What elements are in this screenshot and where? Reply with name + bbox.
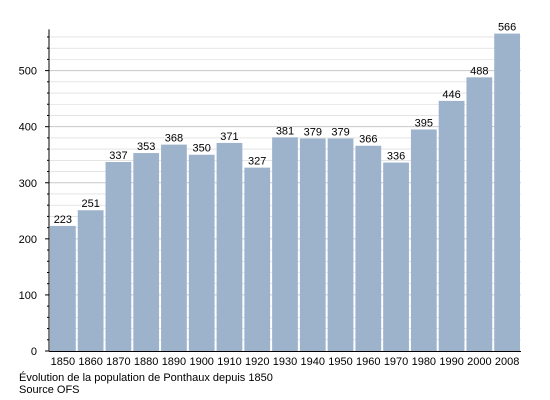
population-bar-chart: 223 251 337 353 368 350 371 327 381 379 379 366 336 3… (19, 22, 521, 368)
bar-1990 (438, 100, 465, 351)
y-tick-label-0: 0 (31, 346, 37, 358)
x-tick-label-1980: 1980 (412, 356, 436, 368)
value-label-1920: 327 (248, 156, 266, 168)
value-label-1980: 395 (415, 117, 433, 129)
x-tick-label-1880: 1880 (134, 356, 158, 368)
bar-1930 (272, 137, 298, 351)
value-label-1900: 350 (193, 143, 211, 155)
bar-2008 (494, 33, 520, 352)
y-tick-label-500: 500 (19, 66, 37, 78)
x-tick-label-1850: 1850 (51, 356, 75, 368)
bar-2000 (466, 77, 493, 352)
value-label-1850: 223 (54, 214, 72, 226)
bar-1860 (77, 210, 104, 351)
bar-1950 (327, 138, 354, 351)
value-label-1990: 446 (442, 89, 460, 101)
value-label-1950: 379 (331, 126, 349, 138)
y-tick-label-300: 300 (19, 178, 37, 190)
bar-1850 (50, 225, 76, 351)
value-label-2008: 566 (498, 22, 516, 34)
x-tick-label-1960: 1960 (356, 356, 380, 368)
bar-1870 (105, 162, 132, 351)
x-tick-label-1930: 1930 (273, 356, 297, 368)
bar-1960 (355, 145, 382, 351)
value-label-1890: 368 (165, 133, 183, 145)
x-tick-label-1920: 1920 (245, 356, 269, 368)
chart-source: Source OFS (19, 384, 80, 396)
bar-1920 (244, 167, 271, 351)
x-tick-label-1940: 1940 (301, 356, 325, 368)
y-tick-label-200: 200 (19, 234, 37, 246)
value-label-1940: 379 (304, 126, 322, 138)
value-label-1880: 353 (137, 141, 155, 153)
x-tick-label-1860: 1860 (78, 356, 102, 368)
value-label-2000: 488 (470, 65, 488, 77)
bar-1910 (216, 142, 243, 351)
x-tick-label-1910: 1910 (217, 356, 241, 368)
bar-1980 (410, 129, 437, 351)
bar-1880 (133, 153, 160, 351)
bar-1970 (383, 162, 409, 351)
x-tick-label-1990: 1990 (439, 356, 463, 368)
bar-1900 (188, 154, 215, 351)
bar-1940 (299, 138, 326, 351)
x-tick-label-1900: 1900 (189, 356, 213, 368)
x-tick-label-1870: 1870 (106, 356, 130, 368)
y-tick-label-400: 400 (19, 122, 37, 134)
value-label-1860: 251 (81, 198, 99, 210)
x-tick-label-1970: 1970 (384, 356, 408, 368)
chart-caption: Évolution de la population de Ponthaux d… (19, 372, 273, 384)
x-tick-label-2008: 2008 (495, 356, 519, 368)
bar-1890 (161, 144, 187, 351)
value-label-1970: 336 (387, 151, 405, 163)
value-label-1870: 337 (109, 150, 127, 162)
x-tick-label-2000: 2000 (467, 356, 491, 368)
x-tick-label-1890: 1890 (162, 356, 186, 368)
value-label-1960: 366 (359, 134, 377, 146)
x-tick-label-1950: 1950 (328, 356, 352, 368)
value-label-1930: 381 (276, 125, 294, 137)
value-label-1910: 371 (220, 131, 238, 143)
y-tick-label-100: 100 (19, 290, 37, 302)
